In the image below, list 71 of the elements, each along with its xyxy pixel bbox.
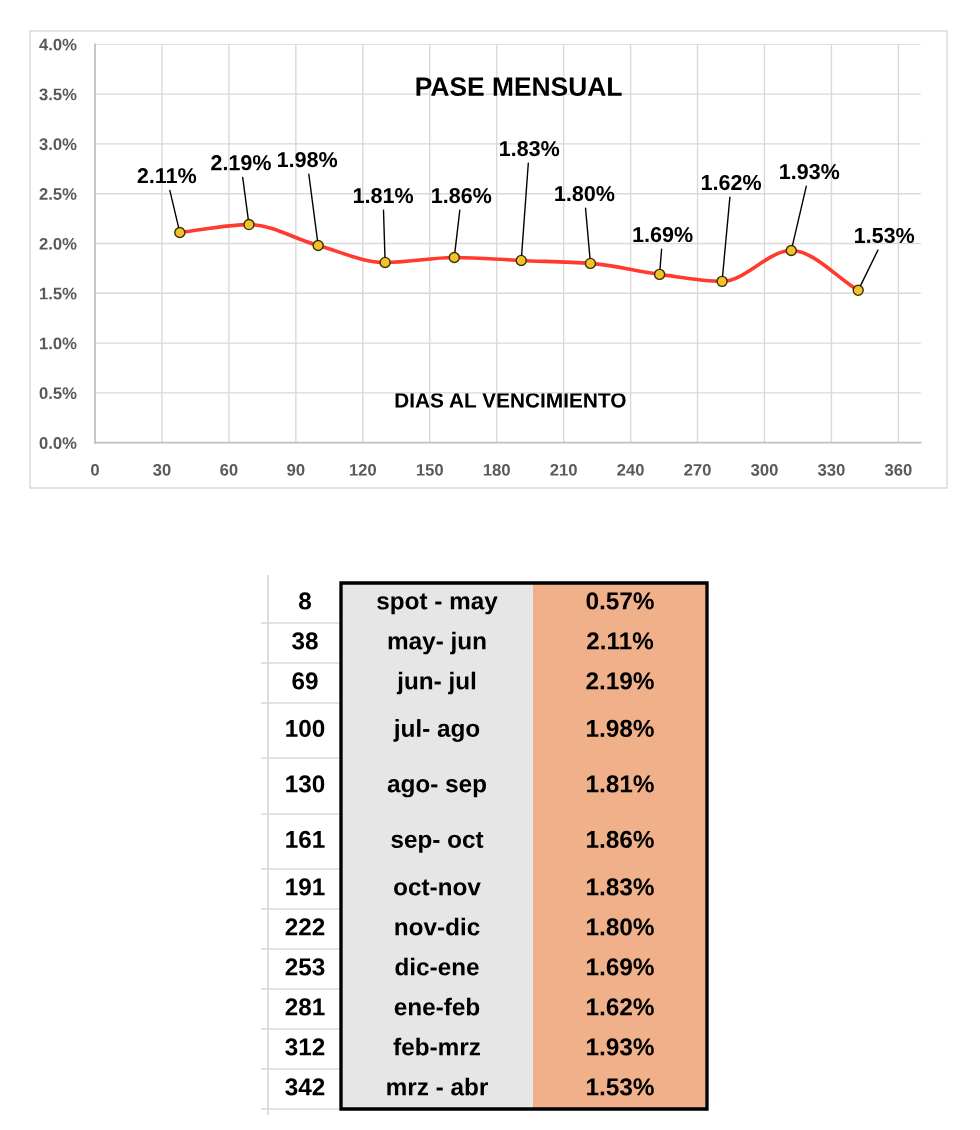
x-tick-label: 300	[750, 463, 778, 476]
data-label: 1.62%	[701, 174, 762, 191]
category-label: may- jun	[388, 631, 486, 655]
x-tick-label: 240	[617, 463, 644, 476]
category-label: feb-mrz	[393, 1037, 481, 1056]
y-tick-label: 0.5%	[39, 387, 77, 400]
data-label: 1.93%	[587, 1038, 654, 1056]
category-label: oct-nov	[394, 879, 481, 896]
category-label: jul- ago	[393, 719, 480, 742]
category-label: ene-feb	[394, 997, 480, 1016]
text: PASE MENSUAL	[416, 77, 622, 96]
category-label: 191	[286, 878, 325, 896]
category-label: 253	[285, 958, 325, 976]
data-label: 1.81%	[587, 775, 654, 793]
data-label: 2.11%	[137, 168, 197, 184]
category-label: 161	[286, 830, 325, 849]
x-axis-title: DIAS AL VENCIMIENTO	[395, 392, 626, 408]
data-label: 1.69%	[633, 226, 693, 243]
category-label: 130	[286, 775, 325, 793]
y-tick-label: 1.5%	[40, 287, 77, 300]
category-label: nov-dic	[395, 917, 480, 936]
data-label: 1.86%	[587, 830, 654, 849]
category-label: 100	[286, 719, 325, 738]
y-tick-label: 3.0%	[39, 138, 77, 151]
category-label: mrz - abr	[387, 1077, 488, 1096]
data-label: 1.53%	[587, 1078, 654, 1096]
x-tick-label: 360	[884, 463, 912, 476]
category-label: 312	[285, 1038, 325, 1056]
category-label: 342	[285, 1078, 325, 1096]
data-label: 1.83%	[500, 140, 560, 157]
x-tick-label: 60	[220, 463, 238, 476]
data-label: 1.81%	[353, 187, 414, 204]
data-label: 1.98%	[278, 152, 338, 168]
data-label: 1.98%	[587, 719, 654, 738]
data-label: 1.80%	[555, 185, 615, 202]
x-tick-label: 30	[153, 463, 171, 476]
data-label: 1.53%	[855, 227, 915, 244]
y-tick-label: 4.0%	[39, 38, 77, 51]
data-label: 2.19%	[211, 155, 271, 171]
data-label: 2.19%	[586, 672, 654, 690]
x-tick-label: 150	[416, 463, 443, 476]
category-label: spot - may	[377, 593, 498, 615]
data-label: 1.93%	[780, 164, 840, 180]
category-label: jun- jul	[396, 671, 476, 695]
x-tick-label: 90	[287, 463, 305, 476]
data-label: 1.62%	[587, 998, 654, 1016]
y-tick-label: 2.0%	[39, 237, 77, 250]
category-label: ago- sep	[387, 779, 486, 798]
data-label: 1.80%	[587, 918, 654, 936]
data-label: 2.11%	[587, 632, 654, 650]
data-label: 0.57%	[586, 592, 654, 610]
data-label: 1.86%	[432, 187, 492, 204]
data-label: 1.69%	[587, 958, 654, 976]
x-tick-label: 0	[91, 463, 99, 476]
y-tick-label: 0.0%	[39, 437, 77, 449]
x-tick-label: 210	[550, 463, 577, 476]
x-tick-label: 330	[817, 463, 845, 476]
x-tick-label: 120	[349, 463, 377, 476]
data-label: 1.83%	[587, 878, 654, 896]
x-tick-label: 180	[483, 463, 510, 476]
category-label: 222	[285, 918, 325, 936]
category-label: 69	[292, 672, 318, 690]
y-tick-label: 1.0%	[40, 337, 77, 350]
category-label: 38	[292, 632, 318, 650]
category-label: 8	[299, 592, 312, 610]
x-tick-label: 270	[684, 463, 711, 476]
category-label: sep- oct	[391, 831, 484, 853]
y-tick-label: 3.5%	[39, 88, 77, 101]
category-label: 281	[285, 998, 325, 1016]
category-label: dic-ene	[395, 957, 479, 976]
y-tick-label: 2.5%	[39, 188, 77, 200]
